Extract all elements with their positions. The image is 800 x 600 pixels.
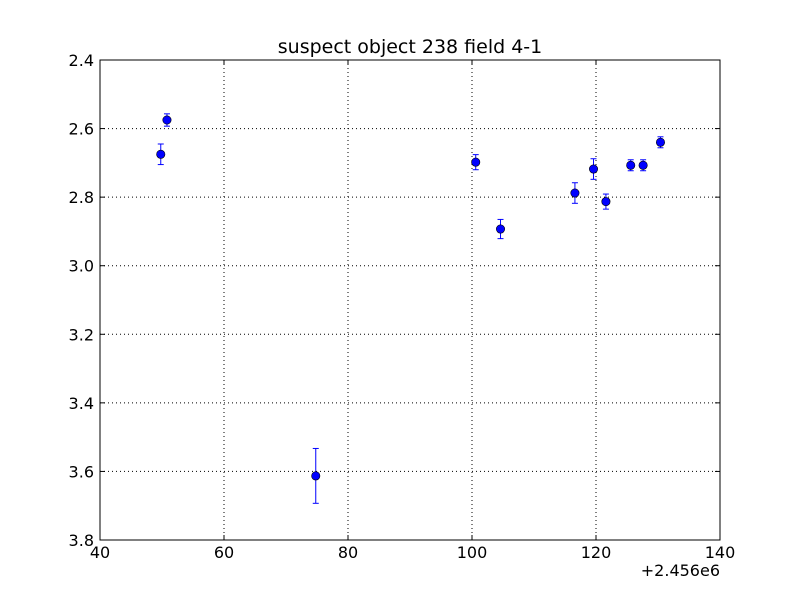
x-tick-label: 120 xyxy=(581,543,612,562)
x-tick-label: 60 xyxy=(214,543,234,562)
y-tick-label: 3.4 xyxy=(69,394,94,413)
grid-lines xyxy=(100,60,720,540)
x-tick-label: 80 xyxy=(338,543,358,562)
data-point xyxy=(471,157,481,167)
y-tick-label: 2.8 xyxy=(69,188,94,207)
axis-ticks: 40 60 80 100 120 140 2.4 2.6 2.8 3.0 3.2 3.4 3.6 3.8 xyxy=(69,51,736,562)
data-point xyxy=(601,197,611,207)
x-tick-label: 100 xyxy=(457,543,488,562)
data-point xyxy=(496,224,506,234)
y-tick-label: 3.6 xyxy=(69,462,94,481)
data-markers xyxy=(156,113,665,504)
y-tick-label: 3.8 xyxy=(69,531,94,550)
data-point xyxy=(589,164,599,174)
y-tick-label: 3.0 xyxy=(69,257,94,276)
data-point xyxy=(311,471,321,481)
data-point xyxy=(655,137,665,147)
y-tick-label: 3.2 xyxy=(69,325,94,344)
y-tick-label: 2.4 xyxy=(69,51,94,70)
x-tick-label: 40 xyxy=(90,543,110,562)
x-axis-offset-label: +2.456e6 xyxy=(641,561,720,580)
data-point xyxy=(570,188,580,198)
plot-frame xyxy=(99,59,721,541)
chart-title: suspect object 238 field 4-1 xyxy=(278,36,543,58)
data-point xyxy=(162,115,172,125)
x-tick-label: 140 xyxy=(705,543,736,562)
y-tick-label: 2.6 xyxy=(69,120,94,139)
data-point xyxy=(638,160,648,170)
data-point xyxy=(156,149,166,159)
data-point xyxy=(626,160,636,170)
